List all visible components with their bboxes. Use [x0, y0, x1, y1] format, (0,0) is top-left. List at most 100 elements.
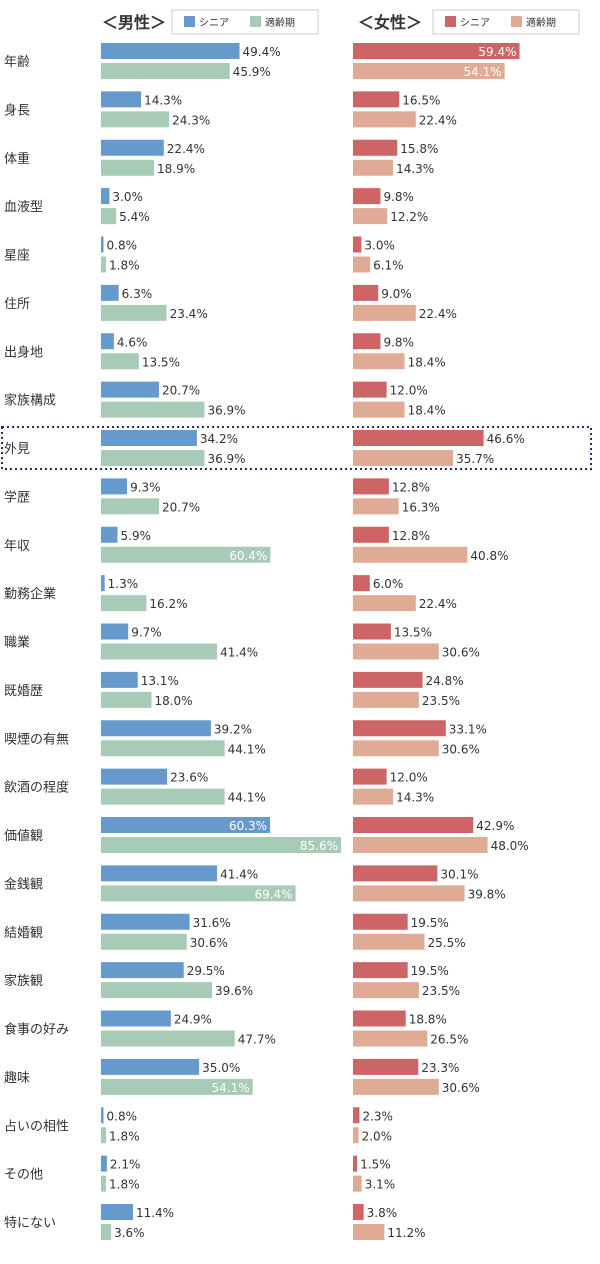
- bar: [353, 885, 465, 902]
- data-label: 30.1%: [440, 867, 478, 881]
- bar: [101, 962, 184, 979]
- category-label: 既婚歴: [4, 684, 43, 699]
- bar: [101, 933, 187, 950]
- data-label: 3.0%: [364, 239, 395, 253]
- data-label: 30.6%: [190, 936, 228, 950]
- bar: [353, 1058, 419, 1075]
- bar: [353, 768, 387, 785]
- data-label: 34.2%: [200, 432, 238, 446]
- bar: [101, 982, 213, 999]
- data-label: 30.6%: [442, 1081, 480, 1095]
- highlight-frame: [1, 426, 592, 470]
- data-label: 18.4%: [408, 355, 446, 369]
- data-label: 22.4%: [419, 307, 457, 321]
- data-label: 3.8%: [367, 1206, 398, 1220]
- data-label: 14.3%: [396, 162, 434, 176]
- bar: [353, 43, 520, 59]
- category-label: 住所: [4, 297, 30, 312]
- data-label: 35.0%: [202, 1061, 240, 1075]
- data-label: 12.8%: [392, 480, 430, 494]
- data-label: 1.5%: [360, 1158, 391, 1172]
- category-label: 年収: [4, 539, 30, 554]
- data-label: 13.5%: [142, 355, 180, 369]
- bar: [101, 1030, 235, 1047]
- data-label: 9.0%: [381, 287, 412, 301]
- bar: [101, 885, 296, 902]
- bar: [353, 865, 438, 882]
- bar: [353, 111, 416, 128]
- legend-swatch-1-0: [445, 16, 456, 27]
- bar: [101, 788, 225, 805]
- data-label: 1.8%: [109, 259, 139, 273]
- bar: [353, 1204, 364, 1220]
- data-label: 24.9%: [174, 1013, 212, 1027]
- bar: [353, 1127, 359, 1144]
- data-label: 41.4%: [220, 646, 258, 660]
- bar: [101, 430, 197, 446]
- bar: [101, 43, 240, 59]
- data-label: 9.8%: [383, 335, 414, 349]
- bar: [353, 284, 379, 301]
- bar: [353, 450, 454, 466]
- bar: [353, 913, 408, 930]
- data-label: 3.0%: [112, 190, 143, 204]
- category-label: 家族観: [4, 973, 43, 989]
- data-label: 39.8%: [468, 887, 506, 901]
- data-label: 48.0%: [491, 839, 529, 853]
- data-label: 18.4%: [408, 404, 446, 418]
- bar: [101, 1078, 253, 1095]
- bar: [101, 1107, 104, 1124]
- bar: [353, 139, 398, 156]
- data-label: 30.6%: [442, 646, 480, 660]
- data-label: 6.3%: [122, 287, 152, 301]
- data-label: 30.6%: [442, 742, 480, 756]
- bar: [101, 111, 170, 128]
- data-label: 2.0%: [362, 1129, 393, 1143]
- data-label: 69.4%: [254, 887, 292, 901]
- bar: [353, 671, 423, 688]
- legend-box-0: [171, 9, 319, 35]
- data-label: 54.1%: [464, 65, 502, 79]
- data-label: 23.6%: [170, 771, 208, 785]
- data-label: 12.0%: [390, 384, 428, 398]
- bar: [353, 256, 371, 273]
- data-label: 22.4%: [419, 113, 457, 127]
- bar: [101, 284, 119, 301]
- data-label: 36.9%: [207, 404, 245, 418]
- bar: [101, 353, 139, 370]
- bar: [101, 1010, 171, 1027]
- data-label: 11.4%: [136, 1206, 174, 1220]
- category-label: 喫煙の有無: [4, 732, 69, 747]
- data-label: 12.0%: [390, 771, 428, 785]
- bar: [353, 478, 389, 495]
- bar: [353, 381, 387, 398]
- bar: [101, 691, 152, 708]
- data-label: 45.9%: [233, 65, 271, 79]
- data-label: 19.5%: [411, 964, 449, 978]
- category-label: 年齢: [4, 55, 30, 70]
- bar: [353, 498, 399, 515]
- panel-title-male: ＜男性＞: [102, 13, 166, 32]
- data-label: 39.6%: [215, 984, 253, 998]
- data-label: 2.3%: [362, 1109, 393, 1123]
- category-label: 出身地: [4, 344, 43, 360]
- bar: [353, 333, 381, 350]
- bar: [101, 498, 160, 515]
- data-label: 6.1%: [373, 259, 404, 273]
- bar: [353, 623, 391, 640]
- data-label: 59.4%: [478, 45, 516, 59]
- bar: [353, 353, 405, 370]
- data-label: 12.8%: [392, 529, 430, 543]
- bar: [353, 788, 394, 805]
- category-label: 学歴: [4, 489, 30, 505]
- bar: [101, 478, 128, 495]
- bar: [101, 671, 138, 688]
- bar: [353, 188, 381, 205]
- data-label: 44.1%: [228, 791, 266, 805]
- data-label: 60.4%: [229, 549, 267, 563]
- data-label: 29.5%: [187, 964, 225, 978]
- category-label: 特にない: [4, 1216, 56, 1231]
- bar: [101, 256, 107, 273]
- bar: [353, 63, 505, 79]
- data-label: 44.1%: [228, 742, 266, 756]
